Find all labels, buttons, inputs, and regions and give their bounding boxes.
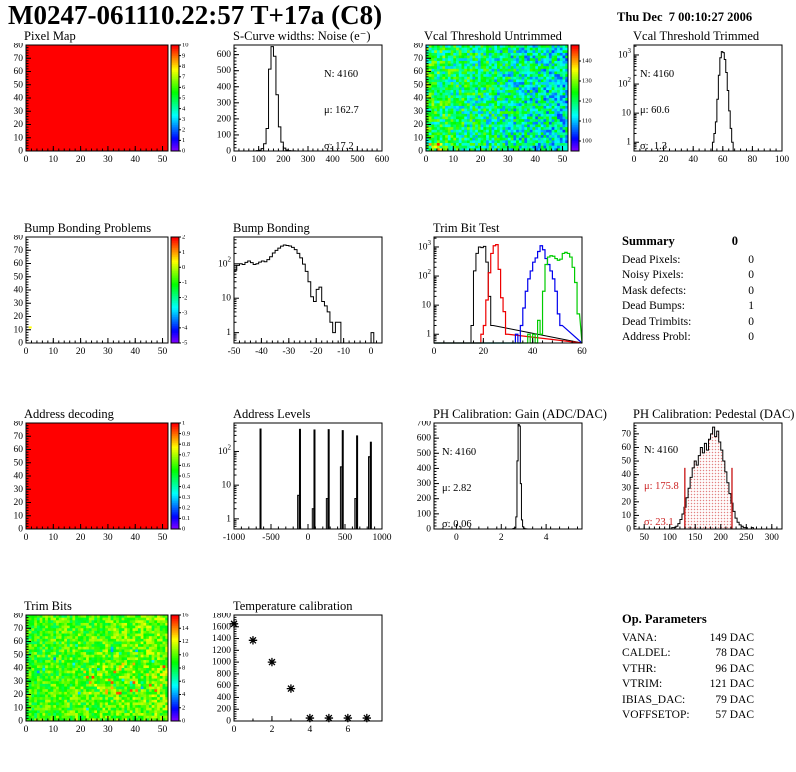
address-levels-canvas [200, 421, 397, 545]
plot-title: S-Curve widths: Noise (e⁻) [233, 29, 371, 43]
plot-title: Address Levels [233, 407, 311, 421]
plot-address-levels: Address Levels [200, 408, 397, 566]
plot-vcal-trimmed: Vcal Threshold Trimmed N: 4160 μ: 60.6 σ… [600, 30, 796, 188]
vcal-untrimmed-canvas [400, 43, 597, 167]
summary-heading: Summary 0 [622, 234, 754, 250]
plot-title: PH Calibration: Gain (ADC/DAC) [433, 407, 607, 421]
summary-block: Summary 0 Dead Pixels: 0 Noisy Pixels: 0 M… [622, 234, 754, 346]
plot-title: Pixel Map [24, 29, 76, 43]
bump-bonding-problems-canvas [0, 235, 197, 359]
plot-title: Trim Bits [24, 599, 72, 613]
plot-temperature-calibration: Temperature calibration [200, 600, 397, 758]
plot-trim-bit-test: Trim Bit Test [400, 222, 597, 380]
bump-bonding-canvas [200, 235, 397, 359]
stats-box: N: 4160 μ: 2.82 σ: 0.06 [442, 447, 477, 530]
summary-row: Mask defects: 0 [622, 284, 754, 297]
timestamp: Thu Dec 7 00:10:27 2006 [617, 10, 753, 24]
plot-title: Vcal Threshold Trimmed [633, 29, 760, 43]
op-parameters-block: Op. Parameters VANA: 149 DAC CALDEL: 78 DA… [622, 612, 754, 724]
plot-vcal-untrimmed: Vcal Threshold Untrimmed [400, 30, 597, 188]
pixel-map-canvas [0, 43, 197, 167]
plot-title: Bump Bonding [233, 221, 310, 235]
summary-row: Dead Pixels: 0 [622, 253, 754, 266]
plot-address-decoding: Address decoding [0, 408, 197, 566]
stats-box: N: 4160 μ: 175.8 σ: 23.1 [644, 445, 679, 528]
plot-title: PH Calibration: Pedestal (DAC) [633, 407, 795, 421]
plot-ph-pedestal: PH Calibration: Pedestal (DAC) N: 4160 μ… [600, 408, 796, 566]
op-parameter-row: CALDEL: 78 DAC [622, 647, 754, 659]
op-parameter-row: IBIAS_DAC: 79 DAC [622, 693, 754, 706]
ph-gain-canvas [400, 421, 597, 545]
op-parameter-row: VANA: 149 DAC [622, 631, 754, 644]
plot-ph-gain: PH Calibration: Gain (ADC/DAC) N: 4160 μ… [400, 407, 607, 566]
address-decoding-canvas [0, 421, 197, 545]
stats-box: N: 4160 μ: 162.7 σ: 17.2 [324, 69, 359, 152]
plot-bump-bonding: Bump Bonding [200, 222, 397, 380]
plot-title: Trim Bit Test [433, 221, 500, 235]
summary-row: Noisy Pixels: 0 [622, 269, 754, 281]
ph-pedestal-canvas [600, 421, 796, 545]
summary-row: Dead Trimbits: 0 [622, 315, 754, 328]
op-parameters-heading: Op. Parameters [622, 612, 707, 626]
op-parameter-row: VOFFSETOP: 57 DAC [622, 709, 754, 721]
plot-title: Temperature calibration [233, 599, 353, 613]
plot-bump-bonding-problems: Bump Bonding Problems [0, 222, 197, 380]
stats-box: N: 4160 μ: 60.6 σ: 1.3 [640, 69, 675, 152]
summary-row: Dead Bumps: 1 [622, 300, 754, 312]
scurve-noise-canvas [200, 43, 397, 167]
plot-trim-bits: Trim Bits [0, 600, 197, 758]
plot-pixel-map: Pixel Map [0, 30, 197, 188]
trim-bits-canvas [0, 613, 197, 737]
vcal-trimmed-canvas [600, 43, 796, 167]
plot-title: Address decoding [24, 407, 114, 421]
temperature-calibration-canvas [200, 613, 397, 737]
summary-row: Address Probl: 0 [622, 331, 754, 343]
plot-title: Bump Bonding Problems [24, 221, 152, 235]
trim-bit-test-canvas [400, 235, 597, 359]
page-title: M0247-061110.22:57 T+17a (C8) [8, 0, 383, 30]
plot-title: Vcal Threshold Untrimmed [424, 29, 562, 43]
plot-scurve-noise: S-Curve widths: Noise (e⁻) N: 4160 μ: 16… [200, 30, 397, 188]
op-parameter-row: VTRIM: 121 DAC [622, 678, 754, 690]
op-parameter-row: VTHR: 96 DAC [622, 662, 754, 675]
summary-total: 0 [731, 234, 738, 248]
